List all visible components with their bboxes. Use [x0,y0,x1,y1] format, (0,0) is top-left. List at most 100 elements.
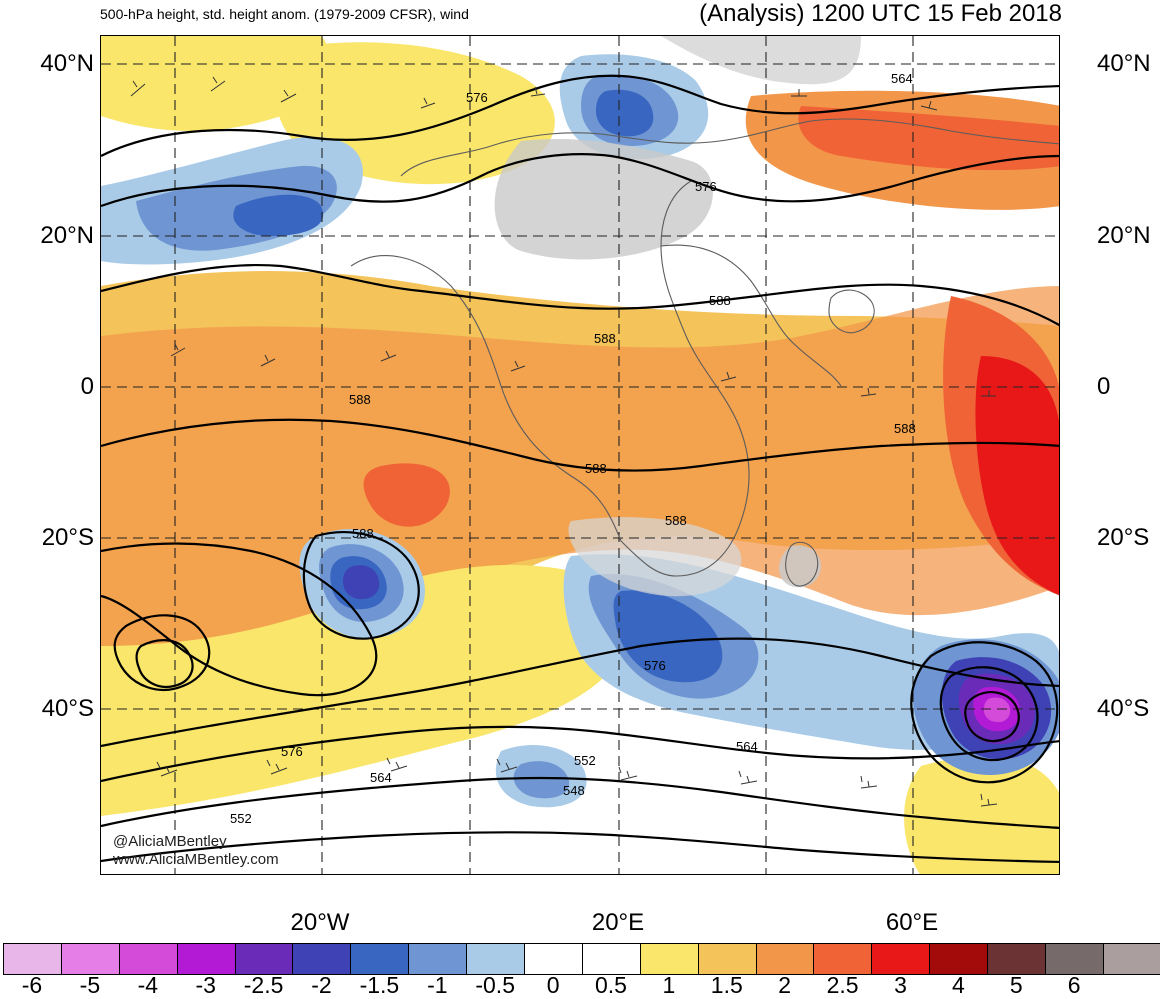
colorbar-segment-18 [1046,944,1104,974]
wind-barb-22 [980,793,998,807]
lat-label-right-40s: 40°S [1097,695,1150,722]
wind-barb-1 [130,80,146,97]
colorbar-tick-17: 5 [1009,972,1023,998]
colorbar-segment-5 [293,944,352,974]
wind-barb-15 [156,761,178,777]
contour-closed-southwest-inner [135,639,194,689]
contour-label-564-south-east: 564 [736,739,758,754]
wind-barb-18 [496,758,518,773]
colorbar-tick-3: -3 [195,972,216,998]
lat-label-left-0: 0 [80,373,94,400]
lon-label-20w: 20°W [290,909,350,936]
contour-label-576-north-east: 576 [695,179,717,194]
colorbar-segment-8 [467,944,526,974]
wind-barb-9 [260,354,276,367]
contour-label-552-south-west: 552 [230,811,252,826]
wind-barb-13 [860,387,877,397]
lon-label-20e: 20°E [591,909,645,936]
positive-core-mid [363,463,450,527]
contour-label-576-south-west: 576 [281,744,303,759]
wind-barb-20 [738,770,758,785]
positive-north-east-core [798,106,1059,171]
contour-label-576-north-west: 576 [466,90,488,105]
colorbar-tick-8: -0.5 [475,972,515,998]
colorbar-tick-11: 1 [662,972,676,998]
colorbar-segment-0 [4,944,62,974]
lon-label-60e: 60°E [885,909,939,936]
terrain-mask-gray-south [568,517,742,597]
terrain-mask-gray-upper [661,36,861,85]
contour-label-588-center: 588 [585,461,607,476]
colorbar-segment-11 [640,944,699,974]
colorbar-segment-1 [61,944,120,974]
contour-label-576-south: 576 [644,658,666,673]
colorbar-segment-12 [698,944,757,974]
contour-label-564-south-west: 564 [370,770,392,785]
colorbar-tick-14: 2.5 [826,972,859,998]
analysis-timestamp: (Analysis) 1200 UTC 15 Feb 2018 [699,0,1062,27]
contour-label-588-mid: 588 [594,331,616,346]
wind-barb-4 [420,97,436,109]
contour-label-564-north: 564 [891,71,913,86]
colorbar-tick-4: -2.5 [243,972,284,998]
watermark-site: www.AliciaMBentley.com [113,851,279,868]
watermark-handle: @AliciaMBentley [113,833,227,850]
yellow-north-west [101,36,329,131]
colorbar-tick-0: -6 [21,972,43,998]
negative-south-mid-core [513,761,570,799]
lat-label-left-40s: 40°S [41,695,94,722]
coastline-eastern [660,244,842,387]
wind-barbs [130,76,998,807]
lat-label-left-20n: 20°N [40,222,94,249]
yellow-south-west [101,565,629,816]
colorbar-segment-6 [351,944,410,974]
wind-barb-10 [380,350,397,362]
negative-mediterranean-core [596,89,654,137]
height-anomaly-map: 564 576 576 588 588 588 588 588 588 588 … [101,36,1059,874]
wind-barb-5 [530,86,546,97]
colorbar-tick-9: 0 [546,972,560,998]
contour-552-south [101,776,1059,829]
wind-barb-17 [386,757,408,772]
very-strong-positive-east [975,356,1059,596]
colorbar-segment-3 [177,944,236,974]
colorbar-segment-17 [988,944,1047,974]
contour-closed-cutoff [302,531,420,640]
contour-label-588-west: 588 [349,392,371,407]
wind-barb-19 [618,766,638,781]
anomaly-fills [101,36,1059,874]
wind-barb-14 [981,390,996,397]
wind-barb-2 [210,76,226,92]
lat-label-left-20s: 20°S [41,524,94,551]
contour-548-south [101,831,1059,864]
colorbar-tick-2: -4 [137,972,159,998]
wind-barb-12 [720,371,737,382]
anomaly-colorbar [3,943,1160,975]
lat-label-right-20s: 20°S [1097,524,1150,551]
colorbar-tick-12: 1.5 [710,972,743,998]
colorbar-segment-13 [756,944,815,974]
colorbar-tick-13: 2 [778,972,792,998]
wind-barb-16 [266,759,288,775]
contour-closed-southeast [910,641,1059,784]
colorbar-tick-16: 4 [951,972,965,998]
colorbar-segment-7 [409,944,468,974]
contour-closed-southwest [113,614,211,691]
colorbar-tick-10: 0.5 [595,972,627,998]
contour-576-south [101,637,1059,748]
colorbar-segment-2 [119,944,178,974]
map-subtitle: 500-hPa height, std. height anom. (1979-… [100,6,469,22]
yellow-south-east [904,756,1059,874]
contour-label-552-south: 552 [574,753,596,768]
coastline-lake-region [828,289,875,334]
colorbar-tick-15: 3 [894,972,907,998]
coastline-northern [400,118,1059,177]
wind-barb-7 [920,100,938,111]
wind-barb-8 [170,343,186,357]
coastlines [350,118,1059,587]
negative-south-east-center-peak [983,697,1011,723]
lat-label-left-40n: 40°N [40,50,94,77]
contour-label-588-cutoff: 588 [352,526,374,541]
contour-label-588-east: 588 [894,421,916,436]
colorbar-segment-4 [235,944,294,974]
